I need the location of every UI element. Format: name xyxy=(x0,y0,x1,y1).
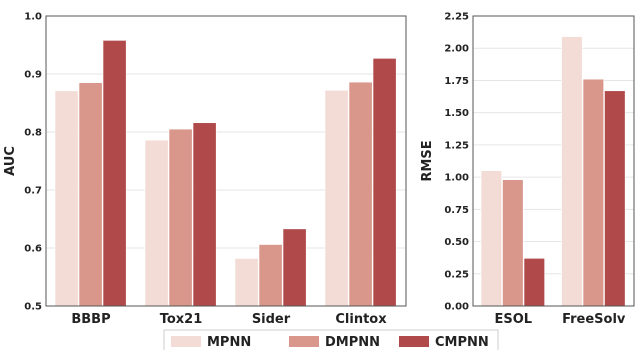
bar-cmpnn-clintox xyxy=(372,58,397,307)
y-tick-label: 2.25 xyxy=(444,12,469,23)
y-axis-label: AUC xyxy=(3,146,18,176)
bar-cmpnn-freesolv xyxy=(604,90,626,307)
y-tick-label: 0.8 xyxy=(24,128,42,139)
y-tick-label: 0.00 xyxy=(444,302,469,313)
y-tick-label: 0.9 xyxy=(24,70,42,81)
y-tick-label: 0.75 xyxy=(444,205,469,216)
y-tick-label: 0.25 xyxy=(444,269,469,280)
legend-swatch-mpnn xyxy=(171,336,201,347)
bar-mpnn-tox21 xyxy=(144,139,169,307)
y-tick-label: 1.00 xyxy=(444,173,469,184)
y-tick-label: 1.50 xyxy=(444,108,469,119)
y-tick-label: 1.0 xyxy=(24,12,42,23)
y-tick-label: 0.6 xyxy=(24,244,42,255)
y-tick-label: 0.7 xyxy=(24,186,42,197)
y-tick-label: 0.5 xyxy=(24,302,42,313)
y-tick-label: 1.25 xyxy=(444,140,469,151)
legend-label-dmpnn: DMPNN xyxy=(325,335,380,350)
x-tick-label-clintox: Clintox xyxy=(335,312,387,327)
x-tick-label-esol: ESOL xyxy=(494,312,532,327)
bar-cmpnn-esol xyxy=(523,258,545,307)
bar-mpnn-freesolv xyxy=(561,36,583,307)
x-tick-label-sider: Sider xyxy=(252,312,291,327)
plot-frame xyxy=(45,15,407,307)
bar-dmpnn-clintox xyxy=(348,81,373,307)
plot-frame xyxy=(472,15,635,307)
bar-mpnn-sider xyxy=(234,258,259,307)
bar-dmpnn-sider xyxy=(258,244,283,307)
legend: MPNN DMPNN CMPNN xyxy=(163,329,499,350)
rmse-chart: 0.00 0.25 0.50 0.75 1.00 1.25 1.50 1.75 2.00 2.25… xyxy=(420,12,635,327)
bar-mpnn-clintox xyxy=(324,89,349,307)
y-tick-label: 0.50 xyxy=(444,237,469,248)
bar-dmpnn-bbbp xyxy=(78,82,103,307)
x-tick-label-bbbp: BBBP xyxy=(71,312,110,327)
legend-swatch-cmpnn xyxy=(399,336,429,347)
bar-mpnn-esol xyxy=(480,170,503,307)
y-tick-label: 2.00 xyxy=(444,44,469,55)
bar-mpnn-bbbp xyxy=(54,90,79,307)
legend-label-mpnn: MPNN xyxy=(207,335,251,350)
bar-dmpnn-tox21 xyxy=(168,128,193,307)
legend-label-cmpnn: CMPNN xyxy=(435,335,489,350)
x-tick-label-freesolv: FreeSolv xyxy=(562,312,626,327)
auc-chart: 0.5 0.6 0.7 0.8 0.9 1.0 BBBP Tox21 Sider Clintox A… xyxy=(3,12,407,327)
x-tick-label-tox21: Tox21 xyxy=(160,312,203,327)
bar-cmpnn-tox21 xyxy=(192,122,217,307)
y-tick-label: 1.75 xyxy=(444,76,469,87)
bar-cmpnn-sider xyxy=(282,228,307,307)
legend-swatch-dmpnn xyxy=(289,336,319,347)
bar-dmpnn-esol xyxy=(502,179,524,307)
bar-cmpnn-bbbp xyxy=(102,40,127,307)
bar-dmpnn-freesolv xyxy=(582,78,604,307)
y-axis-label: RMSE xyxy=(420,140,435,181)
